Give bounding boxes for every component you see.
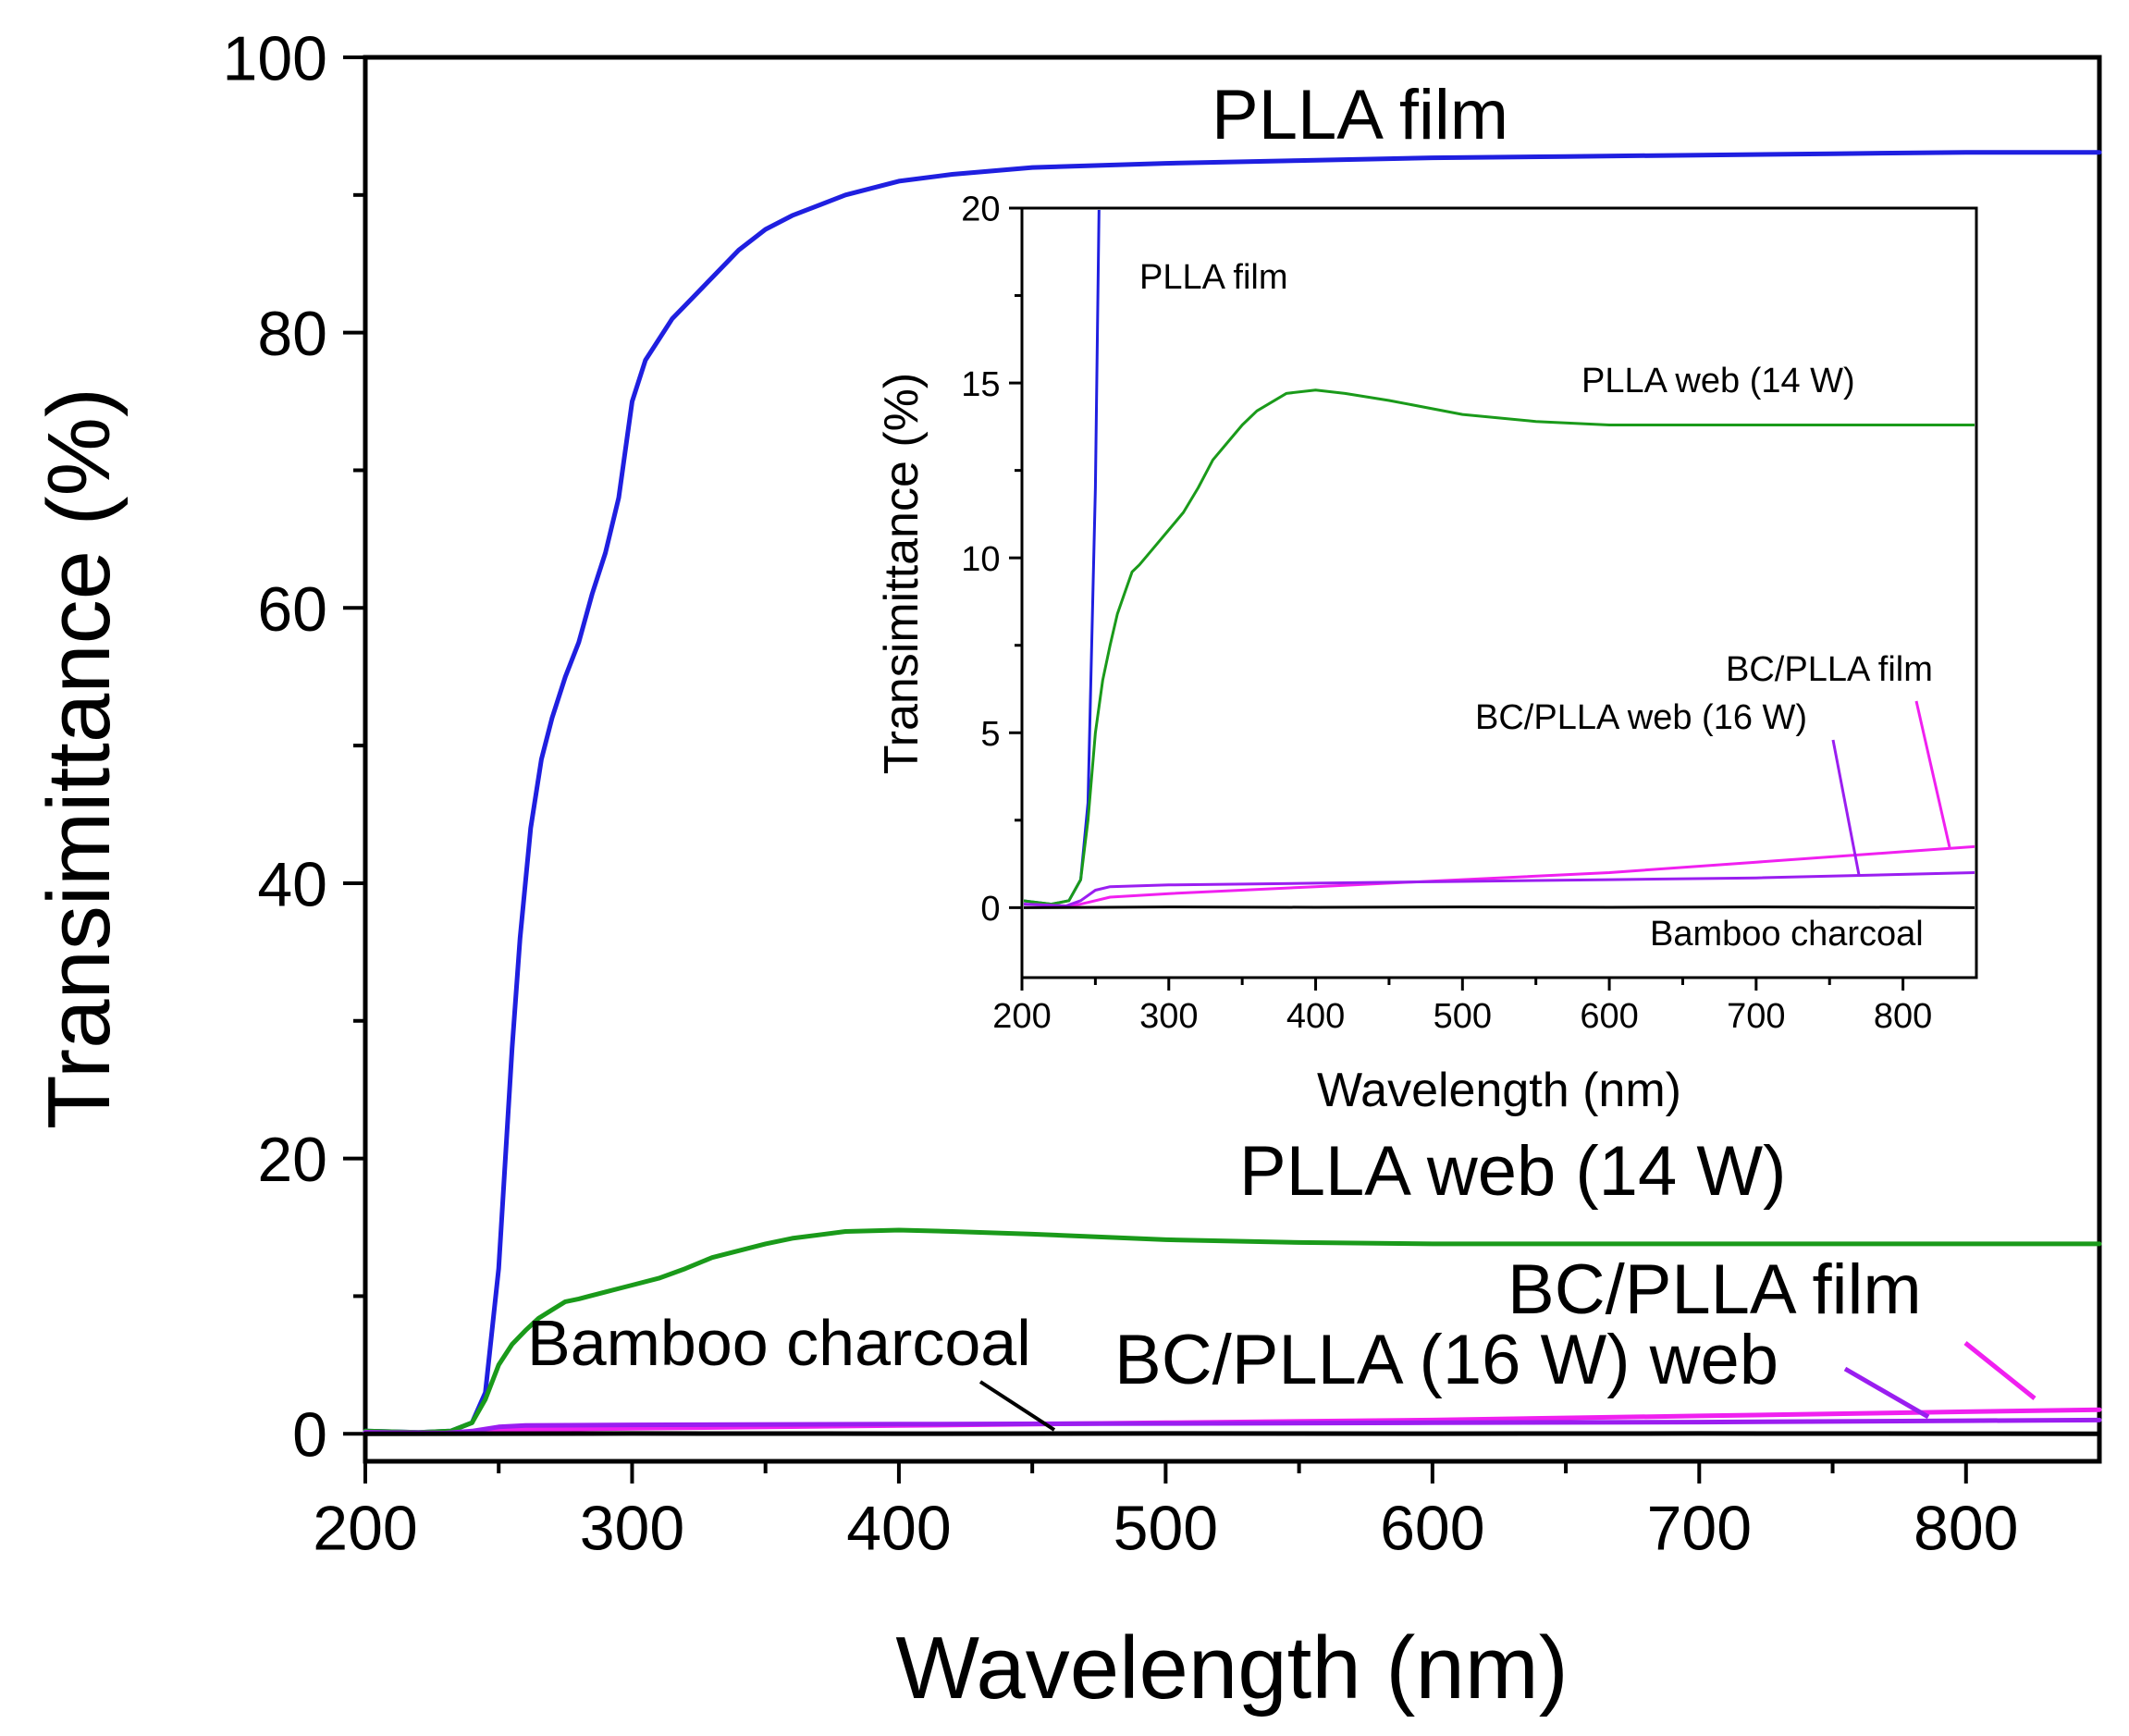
inset-y-axis-label: Transimittance (%) bbox=[875, 373, 929, 774]
pointer-bc-plla-film bbox=[1963, 1341, 2037, 1400]
inset-x-tick-label: 400 bbox=[1286, 997, 1345, 1036]
inset-label-plla-film: PLLA film bbox=[1139, 258, 1288, 297]
inset-series-group bbox=[1024, 210, 1975, 909]
main-plot-frame bbox=[363, 55, 2102, 1464]
main-y-tick-label: 80 bbox=[257, 299, 327, 369]
label-bc-plla-film: BC/PLLA film bbox=[1508, 1250, 1922, 1329]
main-series-plla-film bbox=[363, 150, 2102, 1435]
inset-label-plla-web: PLLA web (14 W) bbox=[1581, 362, 1855, 400]
label-bamboo-charcoal: Bamboo charcoal bbox=[527, 1307, 1031, 1379]
pointer-bc-plla-web bbox=[1843, 1366, 1930, 1420]
main-y-axis-label: Transimittance (%) bbox=[30, 388, 129, 1129]
main-x-tick-label: 500 bbox=[1114, 1493, 1218, 1563]
label-bc-plla-web: BC/PLLA (16 W) web bbox=[1114, 1321, 1778, 1399]
inset-y-tick-label: 15 bbox=[961, 365, 1000, 404]
inset-pointer-bc-plla-web bbox=[1831, 739, 1861, 876]
inset-x-tick-label: 300 bbox=[1139, 997, 1198, 1036]
inset-label-bamboo-charcoal: Bamboo charcoal bbox=[1650, 915, 1924, 954]
main-y-tick-label: 40 bbox=[257, 849, 327, 919]
main-series-bc-plla-web-16-w bbox=[363, 1417, 2102, 1435]
inset-y-tick-label: 0 bbox=[980, 890, 1000, 929]
main-x-tick-label: 200 bbox=[313, 1493, 417, 1563]
inset-series-bamboo-charcoal bbox=[1024, 905, 1975, 909]
inset-x-tick-label: 700 bbox=[1727, 997, 1785, 1036]
inset-y-tick-label: 10 bbox=[961, 540, 1000, 579]
inset-series-plla-web-14-w bbox=[1024, 388, 1975, 906]
inset-label-bc-plla-web: BC/PLLA web (16 W) bbox=[1475, 698, 1807, 737]
main-x-tick-label: 300 bbox=[580, 1493, 684, 1563]
pointer-bamboo-charcoal bbox=[978, 1380, 1056, 1432]
inset-series-bc-plla-film bbox=[1024, 844, 1975, 907]
inset-y-tick-label: 20 bbox=[961, 191, 1000, 229]
main-series-plla-web-14-w bbox=[363, 1227, 2102, 1435]
main-y-tick-label: 0 bbox=[292, 1400, 327, 1471]
inset-x-tick-label: 800 bbox=[1874, 997, 1932, 1036]
main-x-axis-label: Wavelength (nm) bbox=[895, 1619, 1568, 1718]
inset-background bbox=[1022, 208, 1976, 978]
main-x-tick-label: 400 bbox=[846, 1493, 951, 1563]
main-y-tick-label: 20 bbox=[257, 1125, 327, 1195]
main-x-tick-label: 600 bbox=[1380, 1493, 1484, 1563]
inset-plot-frame bbox=[1020, 206, 1978, 979]
main-y-tick-label: 60 bbox=[257, 574, 327, 645]
inset-x-tick-label: 600 bbox=[1580, 997, 1638, 1036]
inset-y-tick-label: 5 bbox=[980, 715, 1000, 754]
inset-x-tick-label: 200 bbox=[992, 997, 1051, 1036]
inset-pointer-bc-plla-film bbox=[1914, 700, 1951, 848]
inset-x-tick-label: 500 bbox=[1434, 997, 1492, 1036]
label-plla-film: PLLA film bbox=[1212, 76, 1508, 154]
inset-label-bc-plla-film: BC/PLLA film bbox=[1726, 650, 1933, 689]
label-plla-web: PLLA web (14 W) bbox=[1239, 1132, 1786, 1211]
inset-axis-ticks: 200 300 400 500 600 700 800 0 5 10 15 20 bbox=[961, 191, 1932, 1036]
main-x-tick-label: 800 bbox=[1914, 1493, 2018, 1563]
main-series-group bbox=[363, 150, 2102, 1436]
main-y-tick-label: 100 bbox=[223, 23, 327, 93]
main-x-tick-label: 700 bbox=[1647, 1493, 1752, 1563]
inset-x-axis-label: Wavelength (nm) bbox=[1317, 1064, 1681, 1117]
inset-series-bc-plla-web-16-w bbox=[1024, 871, 1975, 907]
